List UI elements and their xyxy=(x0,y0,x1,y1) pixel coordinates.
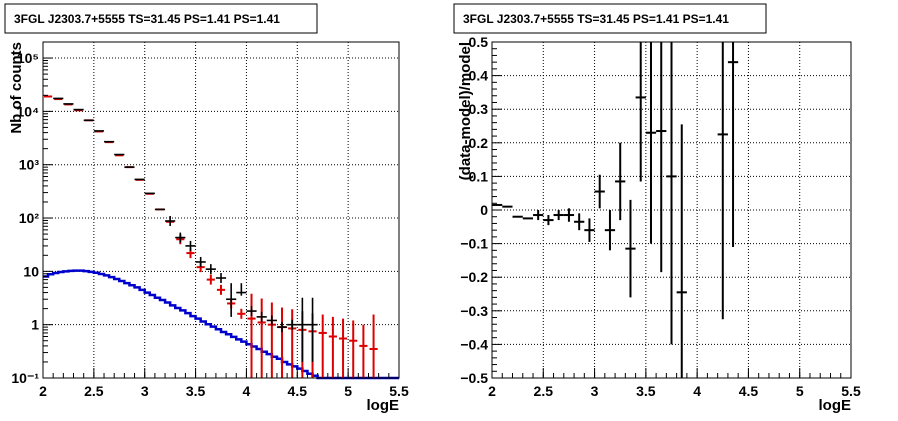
right-x-tick-label: 2.5 xyxy=(534,383,554,399)
right-y-tick-label: 0 xyxy=(480,202,488,218)
right-chart-title: 3FGL J2303.7+5555 TS=31.45 PS=1.41 PS=1.… xyxy=(463,12,729,26)
left-x-tick-label: 4 xyxy=(243,383,251,399)
left-y-axis-label: Nb of counts xyxy=(8,42,25,134)
right-series-layer xyxy=(492,42,739,378)
left-y-tick-label: 10² xyxy=(19,210,40,226)
left-x-tick-label: 3 xyxy=(141,383,149,399)
left-y-tick-label: 10⁵ xyxy=(17,50,39,66)
left-chart-title: 3FGL J2303.7+5555 TS=31.45 PS=1.41 PS=1.… xyxy=(14,12,280,26)
right-x-tick-label: 5 xyxy=(796,383,804,399)
right-y-tick-label: −0.2 xyxy=(460,269,488,285)
right-x-tick-label: 3.5 xyxy=(636,383,656,399)
right-x-axis-label: logE xyxy=(819,397,852,414)
right-y-tick-label: 0.1 xyxy=(469,168,489,184)
left-x-tick-label: 3.5 xyxy=(186,383,206,399)
right-x-tick-label: 4.5 xyxy=(739,383,759,399)
left-plot-frame xyxy=(42,41,400,379)
right-y-tick-label: 0.4 xyxy=(469,68,489,84)
right-x-tick-label: 4 xyxy=(693,383,701,399)
left-x-tick-label: 5 xyxy=(344,383,352,399)
left-y-tick-label: 10 xyxy=(23,263,39,279)
left-grid xyxy=(43,42,399,378)
left-y-tick-label: 10⁻¹ xyxy=(11,370,39,386)
right-chart-title-box xyxy=(453,3,767,34)
left-x-tick-label: 2 xyxy=(39,383,47,399)
left-x-tick-label: 5.5 xyxy=(389,383,409,399)
left-chart-panel: 3FGL J2303.7+5555 TS=31.45 PS=1.41 PS=1.… xyxy=(4,3,409,414)
left-axis-ticks: 2 2.5 3 3.5 4 4.5 5 5.5 10⁻¹ 1 10 10² 10³ 10⁴ 10⁵ xyxy=(11,50,409,399)
right-y-tick-label: −0.1 xyxy=(460,236,488,252)
right-axis-ticks: 2 2.5 3 3.5 4 4.5 5 5.5 −0.5 −0.4 −0.3 −0.2 −0.1 0 0.1… xyxy=(460,34,861,399)
left-series-layer xyxy=(43,95,399,380)
left-x-axis-label: logE xyxy=(367,397,400,414)
left-x-tick-label: 2.5 xyxy=(84,383,104,399)
right-x-tick-label: 5.5 xyxy=(841,383,861,399)
left-y-tick-label: 1 xyxy=(31,317,39,333)
right-y-tick-label: 0.3 xyxy=(469,101,489,117)
left-x-tick-label: 4.5 xyxy=(288,383,308,399)
right-y-tick-label: −0.3 xyxy=(460,303,488,319)
left-y-tick-label: 10⁴ xyxy=(17,103,40,119)
right-y-tick-label: −0.5 xyxy=(460,370,488,386)
left-y-tick-label: 10³ xyxy=(19,157,40,173)
right-y-tick-label: 0.2 xyxy=(469,135,489,151)
right-grid xyxy=(492,42,851,378)
right-x-tick-label: 3 xyxy=(591,383,599,399)
right-y-tick-label: −0.4 xyxy=(460,336,488,352)
left-chart-title-box xyxy=(4,3,318,34)
right-x-tick-label: 2 xyxy=(488,383,496,399)
right-y-tick-label: 0.5 xyxy=(469,34,489,50)
right-chart-panel: 3FGL J2303.7+5555 TS=31.45 PS=1.41 PS=1.… xyxy=(453,3,861,414)
right-y-axis-label: (data-model)/model xyxy=(457,42,474,180)
